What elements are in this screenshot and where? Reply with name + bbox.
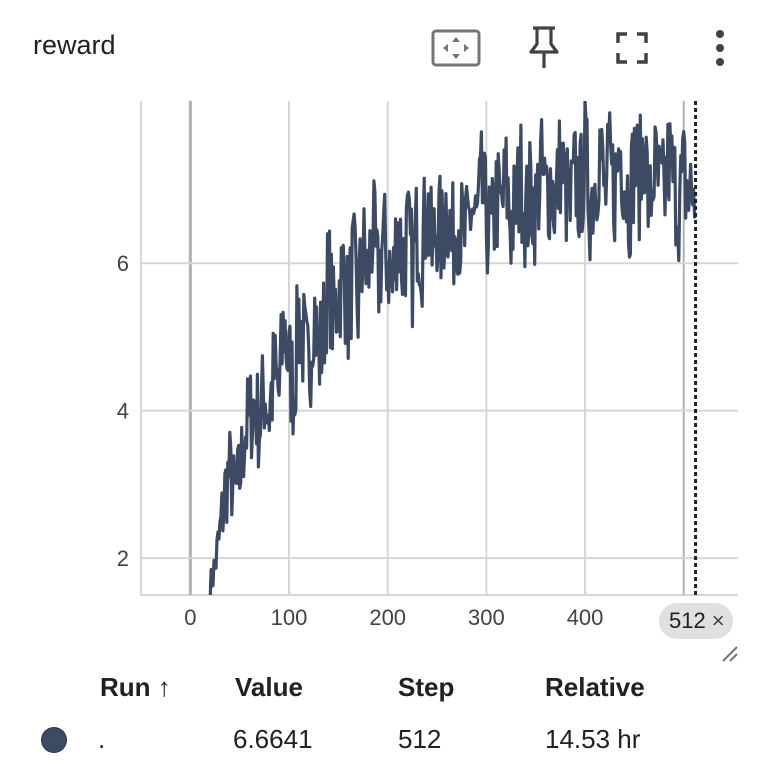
column-header-step[interactable]: Step <box>398 672 455 702</box>
line-chart[interactable]: 0 100 200 300 400 2 4 6 <box>0 0 762 660</box>
y-tick-label-6: 6 <box>117 251 129 276</box>
more-options-button[interactable] <box>694 22 746 74</box>
close-icon[interactable]: × <box>711 608 725 633</box>
x-tick-label-100: 100 <box>271 605 308 630</box>
run-step: 512 <box>398 724 442 754</box>
y-tick-label-2: 2 <box>117 546 129 571</box>
series-line-reward[interactable] <box>208 101 698 603</box>
y-tick-label-4: 4 <box>117 399 129 424</box>
more-vert-icon <box>716 30 724 66</box>
step-chip[interactable]: 512 × <box>659 603 733 639</box>
fit-domain-button[interactable] <box>430 22 482 74</box>
pin-icon <box>529 26 559 68</box>
x-tick-label-0: 0 <box>184 605 196 630</box>
step-chip-label: 512 <box>669 608 706 633</box>
x-tick-label-300: 300 <box>468 605 505 630</box>
run-name: . <box>98 724 106 754</box>
pin-button[interactable] <box>518 22 570 74</box>
fit-domain-icon <box>431 29 481 67</box>
column-header-run[interactable]: Run ↑ <box>100 672 171 702</box>
card-title: reward <box>33 30 116 60</box>
run-relative: 14.53 hr <box>545 724 641 754</box>
x-tick-label-400: 400 <box>567 605 604 630</box>
column-header-relative[interactable]: Relative <box>545 672 645 702</box>
run-color-swatch[interactable] <box>42 728 66 752</box>
x-tick-label-200: 200 <box>369 605 406 630</box>
fullscreen-button[interactable] <box>606 22 658 74</box>
run-value: 6.6641 <box>233 724 313 754</box>
resize-handle-icon[interactable] <box>720 644 740 664</box>
fullscreen-icon <box>616 32 648 64</box>
column-header-value[interactable]: Value <box>235 672 303 702</box>
